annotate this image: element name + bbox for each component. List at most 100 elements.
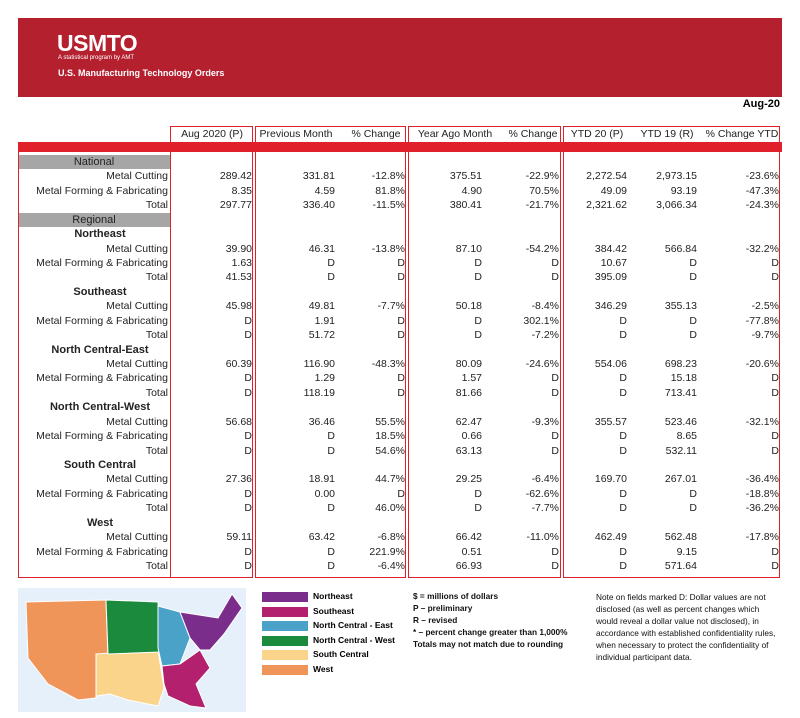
cell: -9.3% [531,415,559,428]
cell: -20.6% [745,358,779,371]
cell: 395.09 [594,271,627,284]
cell: D [551,444,559,457]
row-label: Total [145,329,168,342]
cell: 63.42 [308,531,335,544]
cell: D [244,386,252,399]
cell: -17.8% [745,531,779,544]
note-line: Totals may not match due to rounding [413,639,564,649]
note-line: P – preliminary [413,603,473,613]
row-label: Metal Cutting [106,473,168,486]
cell: D [619,372,627,385]
cell: 60.39 [225,358,252,371]
cell: 41.53 [225,271,252,284]
cell: 4.90 [461,184,482,197]
cell: -8.4% [531,300,559,313]
cell: D [474,314,482,327]
cell: -7.7% [377,300,405,313]
cell: 713.41 [664,386,697,399]
cell: D [619,386,627,399]
cell: -7.2% [531,329,559,342]
legend-label: Northeast [313,591,353,601]
cell: 51.72 [308,329,335,342]
cell: D [619,329,627,342]
cell: 62.47 [455,415,482,428]
cell: 46.0% [375,502,405,515]
cell: D [327,257,335,269]
cell: 93.19 [670,184,697,197]
cell: 56.68 [225,415,252,428]
cell: 297.77 [219,199,252,212]
cell: -47.3% [745,184,779,197]
cell: D [551,430,559,443]
row-label: Metal Forming & Fabricating [36,430,168,443]
cell: D [327,271,335,284]
cell: -11.0% [526,531,560,544]
cell: 118.19 [303,386,335,399]
cell: D [397,314,405,327]
cell: 80.09 [455,358,482,371]
cell: 375.51 [449,170,482,183]
column-header: YTD 19 (R) [640,128,694,140]
cell: D [397,329,405,342]
cell: D [327,502,335,515]
cell: 1.91 [314,314,335,327]
column-header: Year Ago Month [417,128,493,140]
column-header: Previous Month [259,128,333,140]
cell: 49.81 [308,300,335,313]
column-group-box [563,126,780,579]
cell: D [244,545,252,558]
cell: D [474,257,482,269]
cell: -48.3% [371,358,405,371]
cell: 2,973.15 [656,170,697,183]
cell: D [244,372,252,385]
row-label: Metal Cutting [106,242,168,255]
cell: -62.6% [525,487,559,500]
legend-swatch [262,621,308,632]
cell: D [397,372,405,385]
region-header: Northeast [74,228,126,241]
cell: D [244,329,252,342]
section-header: Regional [18,212,170,227]
cell: -7.7% [531,502,559,515]
region-header: North Central-West [49,401,151,414]
header-band [18,18,782,97]
cell: D [619,545,627,558]
cell: D [244,314,252,327]
cell: -36.4% [745,473,779,486]
cell: D [689,329,697,342]
cell: 380.41 [449,199,482,212]
cell: D [474,271,482,284]
cell: -18.8% [745,487,779,500]
cell: D [619,444,627,457]
cell: D [551,271,559,284]
column-group-box [170,126,253,579]
cell: D [327,430,335,443]
row-label: Metal Cutting [106,531,168,544]
column-group-box [255,126,406,579]
cell: 169.70 [594,473,627,486]
legend-label: South Central [313,649,369,660]
cell: D [771,372,779,385]
legend-swatch [262,665,308,675]
cell: 81.66 [455,386,482,399]
cell: 18.5% [375,430,405,443]
cell: 384.42 [594,242,627,255]
cell: D [619,560,627,573]
header-title: U.S. Manufacturing Technology Orders [58,68,225,78]
cell: 81.8% [375,184,405,197]
cell: 289.42 [219,170,252,183]
disclosure-note: Note on fields marked D: Dollar values a… [596,592,776,662]
cell: -23.6% [745,170,779,183]
cell: -32.2% [745,242,779,255]
cell: 523.46 [664,415,697,428]
row-label: Metal Forming & Fabricating [36,314,168,327]
cell: D [551,386,559,399]
cell: -6.4% [531,473,559,486]
row-label: Total [145,271,168,284]
column-header: YTD 20 (P) [570,128,624,140]
region-southeast [161,649,211,709]
cell: D [327,444,335,457]
map [18,588,246,712]
row-label: Metal Forming & Fabricating [36,372,168,385]
